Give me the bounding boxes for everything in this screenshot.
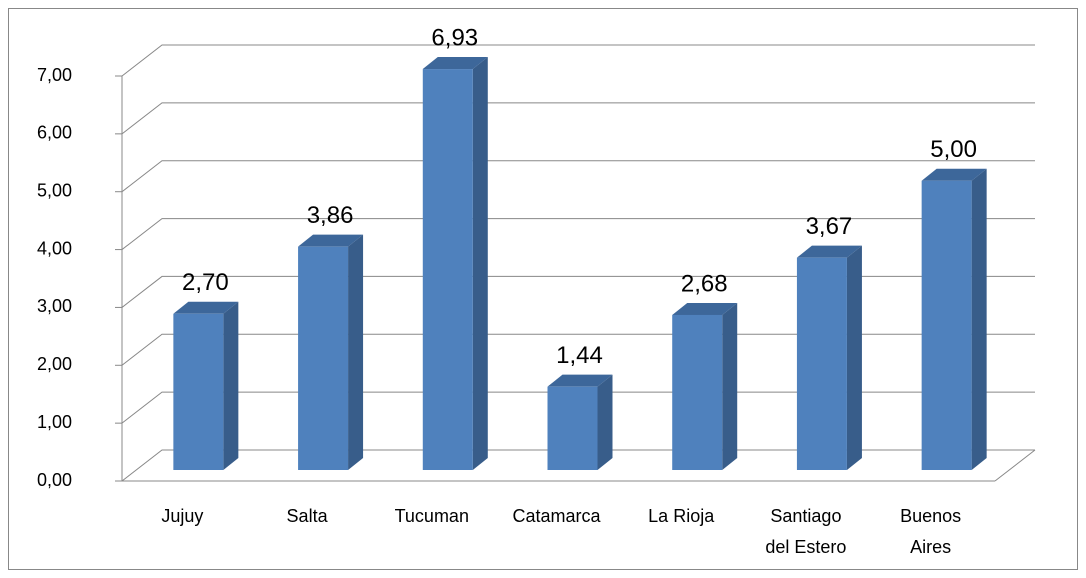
x-tick-label: Salta xyxy=(286,506,328,526)
bar-top xyxy=(547,374,613,387)
y-tick-label: 5,00 xyxy=(37,180,72,200)
grid-line xyxy=(121,160,1035,193)
x-tick-label: La Rioja xyxy=(648,506,715,526)
y-tick-label: 0,00 xyxy=(37,470,72,490)
grid-line xyxy=(121,275,1035,308)
bar xyxy=(547,386,598,470)
value-label: 1,44 xyxy=(556,342,603,369)
value-label: 2,68 xyxy=(681,270,728,297)
bar xyxy=(921,180,972,470)
bar xyxy=(422,69,473,471)
bar-top xyxy=(422,57,488,70)
y-tick-label: 2,00 xyxy=(37,354,72,374)
bar-side xyxy=(971,168,987,470)
y-tick-label: 7,00 xyxy=(37,65,72,85)
bar-side xyxy=(722,302,738,470)
floor-right-edge xyxy=(994,449,1036,482)
bar-side xyxy=(223,301,239,470)
y-tick-label: 1,00 xyxy=(37,412,72,432)
x-tick-label: Buenos Aires xyxy=(900,506,962,557)
bar-top xyxy=(921,168,987,181)
grid-line xyxy=(121,218,1035,250)
value-label: 3,67 xyxy=(806,213,853,240)
grid-line xyxy=(121,102,1035,135)
grid-line xyxy=(121,449,1035,482)
grid-line xyxy=(121,333,1035,366)
x-tick-label: Santiago del Estero xyxy=(765,506,847,557)
value-label: 5,00 xyxy=(930,136,977,163)
grid-line xyxy=(121,391,1035,424)
bar-side xyxy=(348,234,364,470)
bar-top xyxy=(298,234,364,247)
y-tick-label: 3,00 xyxy=(37,296,72,316)
x-tick-label: Tucuman xyxy=(394,506,469,526)
grid-line xyxy=(121,44,1035,77)
bar-side xyxy=(846,245,862,470)
x-tick-label: Catamarca xyxy=(512,506,601,526)
bar-top xyxy=(796,245,862,258)
bar-top xyxy=(672,302,738,315)
x-tick-label: Jujuy xyxy=(161,506,204,526)
y-tick-label: 4,00 xyxy=(37,238,72,258)
bar-side xyxy=(472,57,488,471)
y-tick-label: 6,00 xyxy=(37,123,72,143)
value-label: 3,86 xyxy=(307,202,354,229)
bar-side xyxy=(597,374,613,470)
bar-top xyxy=(173,301,239,314)
value-label: 6,93 xyxy=(431,24,478,51)
chart-frame xyxy=(8,8,1078,570)
bar xyxy=(173,313,224,470)
bar xyxy=(672,314,723,470)
bar xyxy=(298,246,349,470)
value-label: 2,70 xyxy=(182,269,229,296)
bar xyxy=(796,257,847,470)
